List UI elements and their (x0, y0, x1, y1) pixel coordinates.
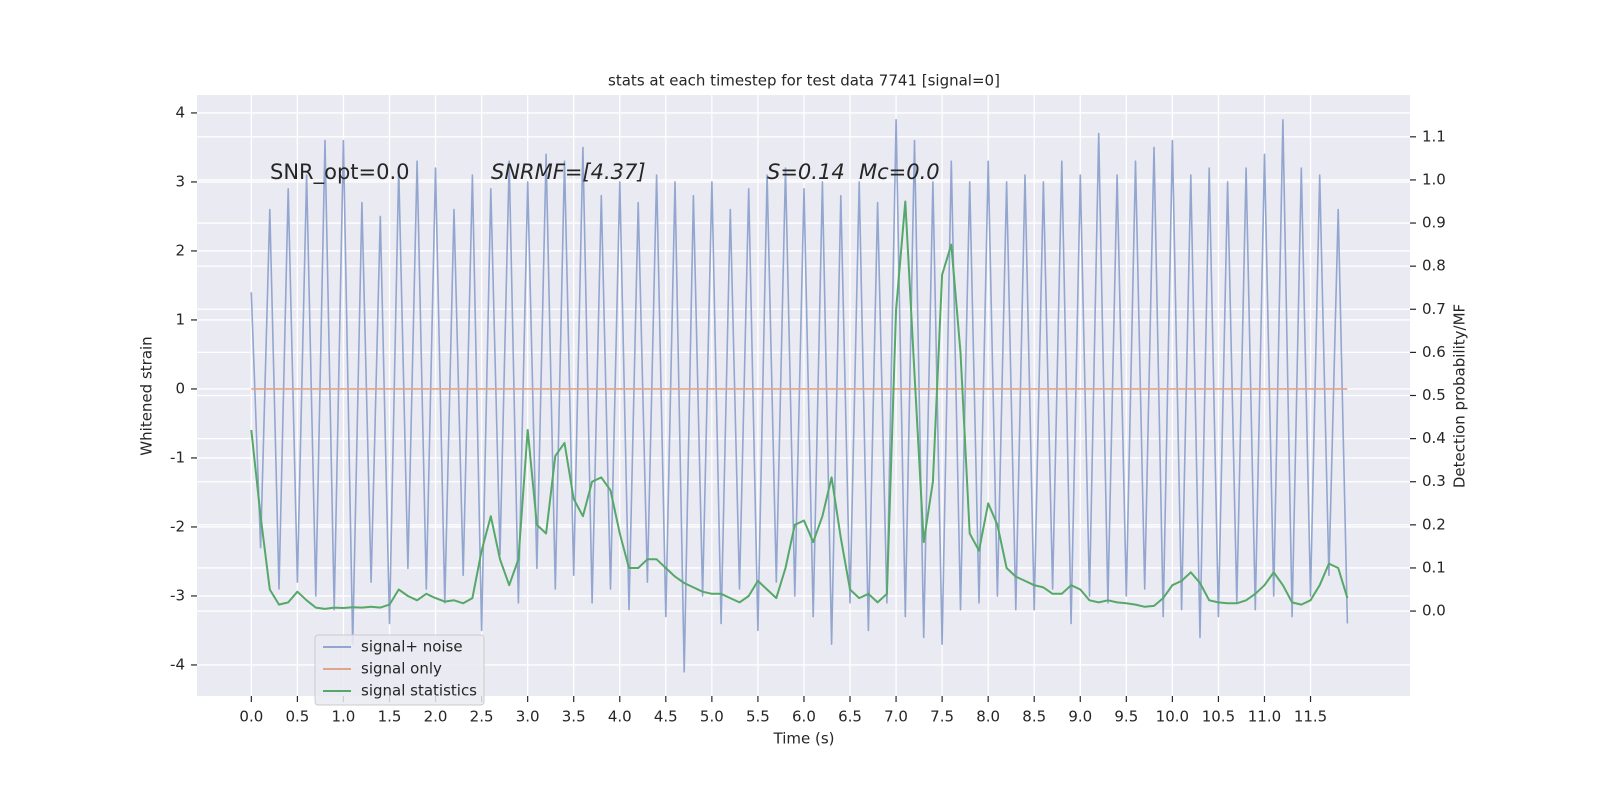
x-tick-label: 11.5 (1294, 708, 1327, 726)
y2-tick-label: 0.0 (1422, 602, 1446, 620)
y2-axis-label: Detection probability/MF (1451, 304, 1469, 488)
x-tick-label: 1.0 (332, 708, 356, 726)
x-tick-label: 6.5 (838, 708, 862, 726)
x-tick-label: 9.5 (1114, 708, 1138, 726)
legend: signal+ noise signal only signal statistic… (314, 634, 485, 706)
y2-tick-label: 0.7 (1422, 300, 1446, 318)
series-line (250, 119, 1349, 673)
y2-tick-label: 1.1 (1422, 127, 1446, 145)
x-axis-label: Time (s) (773, 730, 835, 748)
x-tick-label: 1.5 (378, 708, 402, 726)
y2-tick-label: 0.1 (1422, 558, 1446, 576)
legend-label: signal statistics (361, 682, 477, 700)
x-tick-label: 4.0 (608, 708, 632, 726)
x-tick-label: 0.5 (285, 708, 309, 726)
x-tick-label: 11.0 (1248, 708, 1281, 726)
chart-title: stats at each timestep for test data 774… (608, 72, 1000, 90)
legend-label: signal only (361, 660, 442, 678)
y-tick-label: 3 (175, 172, 185, 190)
y2-tick-label: 0.2 (1422, 515, 1446, 533)
y-tick-label: -2 (170, 517, 185, 535)
legend-label: signal+ noise (361, 638, 463, 656)
y2-tick-label: 1.0 (1422, 170, 1446, 188)
y2-tick-label: 0.3 (1422, 472, 1446, 490)
x-tick-label: 8.0 (976, 708, 1000, 726)
y2-tick-label: 0.4 (1422, 429, 1446, 447)
x-tick-label: 3.0 (516, 708, 540, 726)
y2-tick-label: 0.5 (1422, 386, 1446, 404)
x-tick-label: 5.0 (700, 708, 724, 726)
annotation: SNRMF=[4.37] (491, 160, 646, 184)
x-tick-label: 9.0 (1068, 708, 1092, 726)
x-tick-label: 0.0 (239, 708, 263, 726)
y-tick-label: -4 (170, 655, 185, 673)
x-tick-label: 4.5 (654, 708, 678, 726)
y-tick-label: -3 (170, 586, 185, 604)
legend-box (314, 634, 485, 706)
y-axis-label: Whitened strain (138, 336, 156, 455)
y-tick-label: 0 (175, 379, 185, 397)
y2-tick-label: 0.6 (1422, 343, 1446, 361)
y2-tick-label: 0.9 (1422, 214, 1446, 232)
annotation: Mc=0.0 (859, 160, 940, 184)
annotation: SNR_opt=0.0 (270, 160, 410, 185)
x-tick-label: 2.5 (470, 708, 494, 726)
x-tick-label: 7.5 (930, 708, 954, 726)
x-tick-label: 6.0 (792, 708, 816, 726)
y-tick-label: 1 (175, 310, 185, 328)
annotation: S=0.14 (767, 160, 845, 184)
y2-tick-label: 0.8 (1422, 257, 1446, 275)
x-tick-label: 7.0 (884, 708, 908, 726)
y-tick-label: -1 (170, 448, 185, 466)
x-tick-label: 3.5 (562, 708, 586, 726)
x-tick-label: 10.0 (1156, 708, 1189, 726)
series-line (250, 200, 1349, 610)
x-tick-label: 5.5 (746, 708, 770, 726)
y-tick-label: 2 (175, 241, 185, 259)
x-tick-label: 2.0 (424, 708, 448, 726)
x-tick-label: 10.5 (1202, 708, 1235, 726)
x-tick-label: 8.5 (1022, 708, 1046, 726)
y-tick-label: 4 (175, 103, 185, 121)
